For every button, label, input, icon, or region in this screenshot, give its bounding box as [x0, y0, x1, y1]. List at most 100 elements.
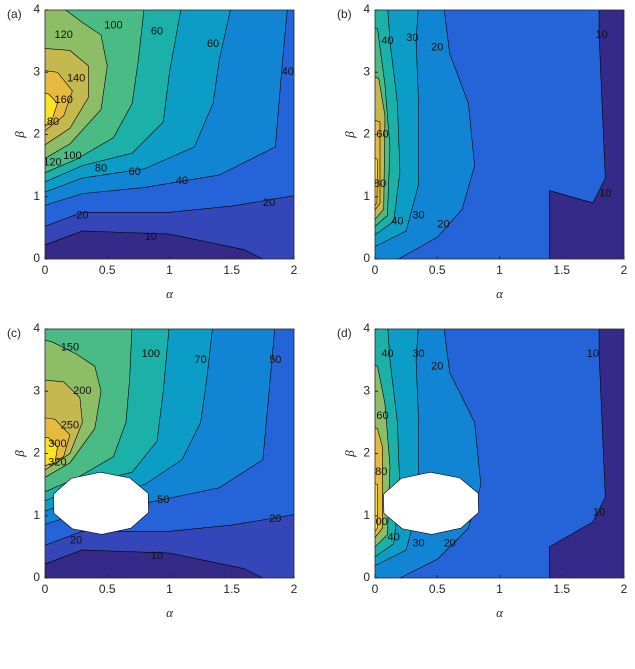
x-axis-label: α [166, 605, 174, 620]
contour-region [45, 93, 58, 127]
contour-label: 320 [48, 457, 66, 469]
y-tick-label: 4 [363, 2, 370, 16]
x-tick-label: 0.5 [99, 582, 116, 596]
contour-label: 60 [207, 38, 219, 50]
contour-label: 10 [151, 550, 163, 562]
contour-label: 300 [48, 438, 66, 450]
x-tick-label: 0.5 [429, 263, 446, 277]
contour-label: 20 [269, 513, 281, 525]
y-tick-label: 2 [33, 127, 40, 141]
contour-label: 200 [73, 385, 91, 397]
contour-label: 60 [376, 410, 388, 422]
panel-label: (c) [7, 326, 21, 340]
y-tick-label: 2 [363, 446, 370, 460]
contour-label: 60 [151, 26, 163, 38]
contour-label: 40 [176, 175, 188, 187]
y-axis-label: β [342, 450, 357, 458]
contour-label: 20 [431, 41, 443, 53]
y-axis-label: β [12, 450, 27, 458]
x-tick-label: 0 [372, 582, 379, 596]
contour-label: 10 [593, 507, 605, 519]
contour-label: 30 [412, 348, 424, 360]
contour-label: 10 [595, 29, 607, 41]
contour-label: 30 [412, 538, 424, 550]
panel-label: (d) [337, 326, 352, 340]
contour-label: 40 [282, 66, 294, 78]
y-tick-label: 3 [33, 64, 40, 78]
contour-region [45, 436, 58, 466]
plot-area: 10 10 20 20 30 30 40 40 60 80 [374, 10, 624, 259]
contour-label: 20 [431, 360, 443, 372]
y-axis-label: β [342, 131, 357, 139]
x-axis-label: α [496, 605, 504, 620]
contour-label: 100 [104, 19, 122, 31]
x-tick-label: 1.5 [223, 582, 240, 596]
contour-label: 30 [412, 209, 424, 221]
y-tick-label: 0 [363, 570, 370, 584]
contour-label: 10 [599, 188, 611, 200]
contour-label: 10 [145, 231, 157, 243]
y-tick-label: 1 [33, 189, 40, 203]
x-tick-label: 2 [291, 582, 298, 596]
contour-label: 40 [381, 348, 393, 360]
contour-label: 80 [95, 163, 107, 175]
y-tick-label: 4 [33, 2, 40, 16]
contour-label: 180 [41, 116, 59, 128]
contour-region [375, 158, 378, 206]
contour-label: 250 [61, 419, 79, 431]
contour-label: 10 [587, 348, 599, 360]
y-tick-label: 1 [33, 508, 40, 522]
x-tick-label: 1 [496, 263, 503, 277]
masked-region [53, 471, 149, 535]
x-tick-label: 0.5 [429, 582, 446, 596]
y-tick-label: 4 [33, 321, 40, 335]
contour-region [375, 76, 386, 220]
contour-label: 20 [437, 219, 449, 231]
contour-label: 80 [375, 466, 387, 478]
panel-label: (a) [7, 7, 22, 21]
contour-label: 140 [67, 72, 85, 84]
contour-label: 30 [406, 32, 418, 44]
x-tick-label: 0.5 [99, 263, 116, 277]
contour-label: 50 [269, 354, 281, 366]
contour-region [375, 483, 378, 532]
x-tick-label: 1.5 [553, 582, 570, 596]
x-tick-label: 0 [42, 263, 49, 277]
contour-label: 20 [263, 197, 275, 209]
y-axis-label: β [12, 131, 27, 139]
x-tick-label: 2 [621, 263, 628, 277]
y-tick-label: 3 [363, 383, 370, 397]
y-tick-label: 4 [363, 321, 370, 335]
contour-label: 100 [370, 516, 388, 528]
x-tick-label: 2 [621, 582, 628, 596]
x-tick-label: 1 [496, 582, 503, 596]
x-tick-label: 0 [42, 582, 49, 596]
contour-label: 20 [70, 535, 82, 547]
x-axis-label: α [496, 286, 504, 301]
contour-label: 120 [54, 29, 72, 41]
contour-label: 60 [129, 166, 141, 178]
x-tick-label: 1.5 [553, 263, 570, 277]
contour-label: 50 [157, 494, 169, 506]
y-tick-label: 0 [363, 251, 370, 265]
x-tick-label: 1 [166, 582, 173, 596]
contour-label: 150 [61, 342, 79, 354]
contour-label: 70 [195, 354, 207, 366]
y-tick-label: 2 [363, 127, 370, 141]
y-tick-label: 0 [33, 570, 40, 584]
x-tick-label: 1.5 [223, 263, 240, 277]
x-tick-label: 0 [372, 263, 379, 277]
x-axis-label: α [166, 286, 174, 301]
contour-label: 60 [376, 128, 388, 140]
y-tick-label: 3 [33, 383, 40, 397]
contour-label: 20 [444, 538, 456, 550]
contour-label: 80 [374, 178, 386, 190]
contour-label: 20 [76, 209, 88, 221]
contour-label: 160 [54, 94, 72, 106]
contour-label: 40 [388, 531, 400, 543]
